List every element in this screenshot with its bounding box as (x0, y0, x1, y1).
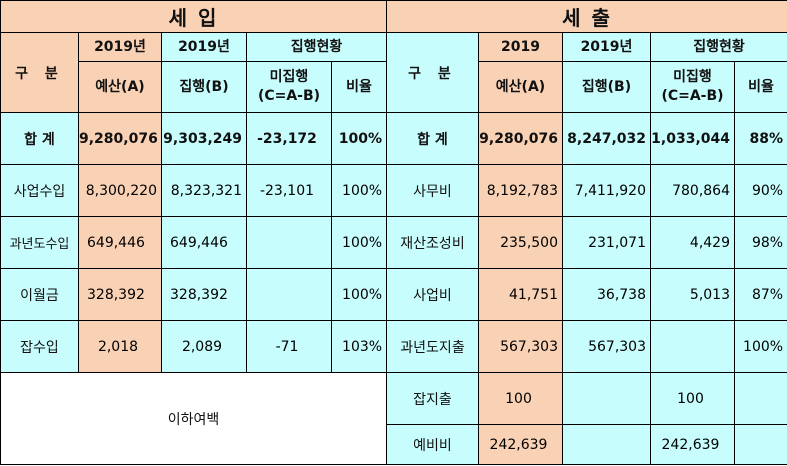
row-budget: 100 (478, 372, 563, 425)
row-label: 합 계 (0, 112, 79, 165)
table-row: 합 계 9,280,076 8,247,032 1,033,044 88% (386, 112, 787, 165)
row-unexec: 4,429 (650, 216, 735, 269)
row-exec (562, 372, 651, 425)
expense-unexec-line2: (C=A-B) (661, 88, 724, 104)
income-unexec-line2: (C=A-B) (257, 88, 321, 104)
income-budget-header: 예산(A) (78, 61, 162, 113)
row-label: 과년도수입 (0, 216, 79, 269)
row-exec: 36,738 (562, 268, 651, 321)
row-exec: 9,303,249 (161, 112, 247, 165)
table-row: 사업비 41,751 36,738 5,013 87% (386, 268, 787, 321)
row-exec: 567,303 (562, 320, 651, 373)
row-budget: 41,751 (478, 268, 563, 321)
row-unexec (650, 320, 735, 373)
income-title: 세 입 (0, 0, 388, 33)
row-budget: 235,500 (478, 216, 563, 269)
row-budget: 2,018 (78, 320, 162, 373)
table-row: 예비비 242,639 242,639 (386, 424, 787, 465)
row-budget: 328,392 (78, 268, 162, 321)
table-row: 이월금 328,392 328,392 100% (0, 268, 388, 321)
row-label: 잡지출 (386, 372, 479, 425)
expense-year-exec: 2019년 (562, 32, 651, 62)
row-budget: 9,280,076 (78, 112, 162, 165)
row-rate: 98% (733, 216, 787, 269)
income-unexec-line1: 미집행 (269, 69, 309, 86)
row-rate: 90% (733, 164, 787, 217)
income-table: 세 입 구 분 2019년 2019년 집행현황 예산(A) 집행(B) 미집행… (0, 0, 388, 465)
row-rate: 100% (733, 320, 787, 373)
table-row: 잡지출 100 100 (386, 372, 787, 425)
row-unexec (246, 268, 332, 321)
expense-unexec-line1: 미집행 (673, 69, 712, 86)
row-rate: 100% (330, 216, 388, 269)
row-exec (562, 424, 651, 465)
income-year-budget: 2019년 (78, 32, 162, 62)
expense-budget-header: 예산(A) (478, 61, 563, 113)
row-rate (733, 424, 787, 465)
table-row: 재산조성비 235,500 231,071 4,429 98% (386, 216, 787, 269)
income-year-exec: 2019년 (161, 32, 247, 62)
row-rate: 100% (330, 268, 388, 321)
row-label: 이월금 (0, 268, 79, 321)
row-label: 사업수입 (0, 164, 79, 217)
row-unexec: -71 (246, 320, 332, 373)
row-label: 재산조성비 (386, 216, 479, 269)
row-exec: 231,071 (562, 216, 651, 269)
income-exec-header: 집행(B) (161, 61, 247, 113)
expense-table: 세 출 구 분 2019 2019년 집행현황 예산(A) 집행(B) 미집행 … (385, 0, 787, 465)
expense-year-budget: 2019 (478, 32, 563, 62)
row-unexec: 780,864 (650, 164, 735, 217)
row-budget: 8,300,220 (78, 164, 162, 217)
row-rate (733, 372, 787, 425)
row-label: 과년도지출 (386, 320, 479, 373)
row-exec: 8,323,321 (161, 164, 247, 217)
table-row: 과년도지출 567,303 567,303 100% (386, 320, 787, 373)
expense-unexec-header: 미집행 (C=A-B) (650, 61, 735, 113)
row-exec: 2,089 (161, 320, 247, 373)
row-exec: 649,446 (161, 216, 247, 269)
row-budget: 8,192,783 (478, 164, 563, 217)
row-label: 사무비 (386, 164, 479, 217)
row-unexec: 5,013 (650, 268, 735, 321)
expense-exec-header: 집행(B) (562, 61, 651, 113)
row-rate: 100% (330, 164, 388, 217)
row-exec: 7,411,920 (562, 164, 651, 217)
income-category-header: 구 분 (0, 32, 79, 113)
row-exec: 8,247,032 (562, 112, 651, 165)
row-unexec: 242,639 (650, 424, 735, 465)
table-row: 과년도수입 649,446 649,446 100% (0, 216, 388, 269)
row-budget: 649,446 (78, 216, 162, 269)
row-rate: 103% (330, 320, 388, 373)
income-rate-header: 비율 (330, 61, 388, 113)
row-budget: 567,303 (478, 320, 563, 373)
row-unexec (246, 216, 332, 269)
row-budget: 9,280,076 (478, 112, 563, 165)
expense-rate-header: 비율 (733, 61, 787, 113)
expense-category-header: 구 분 (386, 32, 479, 113)
row-unexec: 1,033,044 (650, 112, 735, 165)
row-budget: 242,639 (478, 424, 563, 465)
row-unexec: -23,101 (246, 164, 332, 217)
row-unexec: -23,172 (246, 112, 332, 165)
table-row: 사업수입 8,300,220 8,323,321 -23,101 100% (0, 164, 388, 217)
row-label: 합 계 (386, 112, 479, 165)
row-rate: 87% (733, 268, 787, 321)
table-row: 합 계 9,280,076 9,303,249 -23,172 100% (0, 112, 388, 165)
row-rate: 88% (733, 112, 787, 165)
table-row: 사무비 8,192,783 7,411,920 780,864 90% (386, 164, 787, 217)
row-rate: 100% (330, 112, 388, 165)
income-unexec-header: 미집행 (C=A-B) (246, 61, 332, 113)
row-exec: 328,392 (161, 268, 247, 321)
row-label: 예비비 (386, 424, 479, 465)
expense-title: 세 출 (385, 0, 787, 33)
blank-note: 이하여백 (0, 372, 388, 465)
expense-status-header: 집행현황 (649, 32, 787, 62)
row-unexec: 100 (650, 372, 735, 425)
table-row: 잡수입 2,018 2,089 -71 103% (0, 320, 388, 373)
row-label: 사업비 (386, 268, 479, 321)
row-label: 잡수입 (0, 320, 79, 373)
income-status-header: 집행현황 (245, 32, 388, 62)
